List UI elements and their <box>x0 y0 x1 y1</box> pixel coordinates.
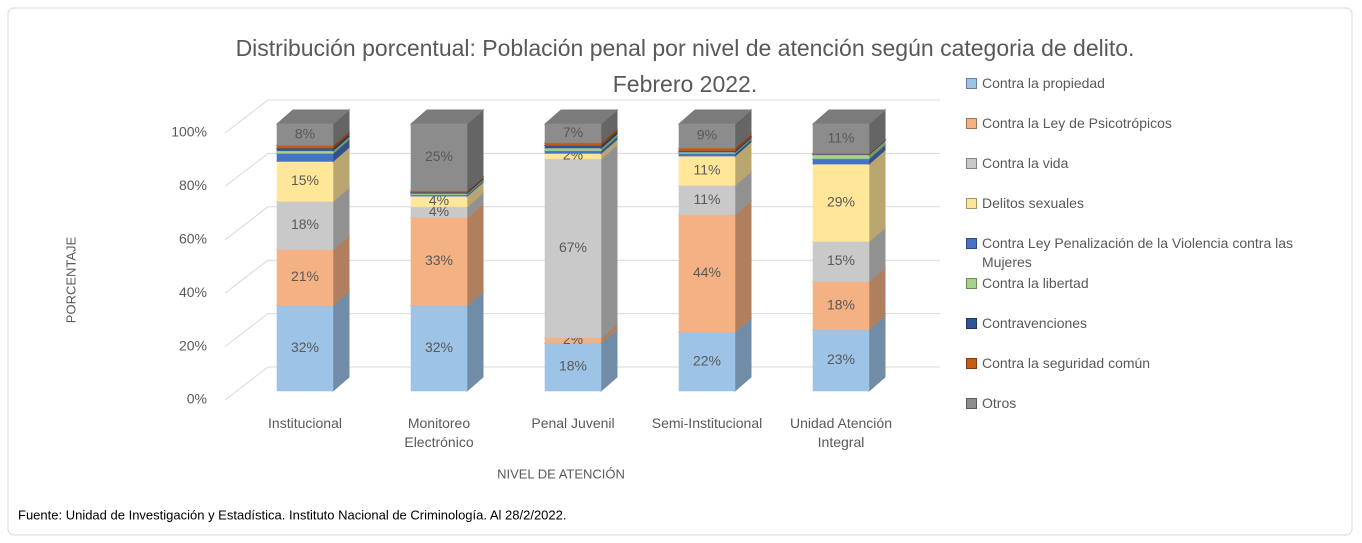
data-label: 29% <box>827 193 855 209</box>
legend-swatch <box>966 238 977 249</box>
bar-segment <box>812 154 870 160</box>
bar-segment <box>544 158 602 339</box>
y-tick-label: 40% <box>179 284 207 300</box>
data-label: 11% <box>694 191 721 207</box>
data-label: 25% <box>425 148 453 164</box>
legend-swatch <box>966 398 977 409</box>
data-label: 32% <box>425 339 453 355</box>
legend-label: Contra la propiedad <box>982 75 1105 91</box>
x-tick-label: Unidad Atención Integral <box>790 415 892 450</box>
bar-segment <box>812 158 870 165</box>
bar-segment <box>812 240 870 283</box>
data-label: 22% <box>693 352 721 368</box>
bar-segment <box>812 163 870 242</box>
x-tick-label: Monitoreo Electrónico <box>404 415 474 450</box>
data-label: 18% <box>559 358 587 374</box>
legend-swatch <box>966 118 977 129</box>
title-line: Febrero 2022. <box>612 71 758 97</box>
bar-segment <box>678 331 736 392</box>
chart-title: Distribución porcentual: Población penal… <box>140 30 1230 102</box>
data-label: 7% <box>563 124 583 140</box>
bar-segment <box>544 123 602 144</box>
data-label: 23% <box>827 351 855 367</box>
data-label: 33% <box>425 252 453 268</box>
grid-line <box>224 99 940 134</box>
legend-label: Contra la seguridad común <box>982 355 1151 371</box>
y-axis-label: PORCENTAJE <box>63 236 78 323</box>
bar-depth <box>466 290 484 393</box>
bar-depth <box>466 202 484 307</box>
data-label: 18% <box>827 296 855 312</box>
data-label: 44% <box>693 264 721 280</box>
legend-swatch <box>966 198 977 209</box>
bar-segment <box>276 305 334 392</box>
y-tick-label: 0% <box>187 391 207 407</box>
data-label: 11% <box>828 129 855 145</box>
bar-depth <box>600 143 618 339</box>
legend-label: Delitos sexuales <box>982 195 1084 211</box>
bar-segment <box>410 216 468 307</box>
legend-label: Contra la libertad <box>982 275 1089 291</box>
bar-segment <box>276 123 334 146</box>
data-label: 67% <box>559 239 587 255</box>
data-label: 15% <box>291 172 319 188</box>
data-label: 18% <box>291 216 319 232</box>
bar-segment <box>276 152 334 162</box>
bar-depth <box>332 290 350 393</box>
data-label: 15% <box>827 252 855 268</box>
x-tick-label: Institucional <box>268 415 342 431</box>
y-tick-label: 60% <box>179 231 207 247</box>
bar-segment <box>678 214 736 333</box>
bar-segment <box>276 248 334 307</box>
legend-label: Contra Ley Penalización de la Violencia … <box>982 235 1294 270</box>
bar-depth <box>734 199 752 334</box>
x-axis-label: NIVEL DE ATENCIÓN <box>497 466 625 481</box>
legend-label: Contra la Ley de Psicotrópicos <box>982 115 1172 131</box>
legend-swatch <box>966 158 977 169</box>
bar-depth <box>868 148 886 243</box>
data-label: 32% <box>291 339 319 355</box>
bar-segment <box>678 155 736 186</box>
legend-label: Contra la vida <box>982 155 1069 171</box>
source-note: Fuente: Unidad de Investigación y Estadí… <box>18 507 567 522</box>
bar-segment <box>678 123 736 149</box>
bar-segment <box>276 160 334 202</box>
legend-swatch <box>966 358 977 369</box>
title-line: Distribución porcentual: Población penal… <box>235 35 1135 61</box>
x-tick-label: Penal Juvenil <box>531 415 615 431</box>
bar-segment <box>678 184 736 216</box>
legend-swatch <box>966 318 977 329</box>
y-tick-label: 20% <box>179 337 207 353</box>
bar-segment <box>812 123 870 154</box>
y-tick-label: 100% <box>171 124 207 140</box>
bar-segment <box>410 123 468 192</box>
bar-segment <box>544 342 602 392</box>
y-tick-label: 80% <box>179 177 207 193</box>
legend-swatch <box>966 78 977 89</box>
data-label: 21% <box>291 268 319 284</box>
bar-segment <box>812 281 870 331</box>
legend-label: Otros <box>982 395 1017 411</box>
legend-label: Contravenciones <box>982 315 1088 331</box>
data-label: 9% <box>697 127 717 143</box>
data-label: 8% <box>295 125 315 141</box>
x-tick-label: Semi-Institucional <box>651 415 763 431</box>
legend-swatch <box>966 278 977 289</box>
bar-segment <box>276 200 334 250</box>
data-label: 11% <box>694 161 721 177</box>
bar-segment <box>410 305 468 392</box>
